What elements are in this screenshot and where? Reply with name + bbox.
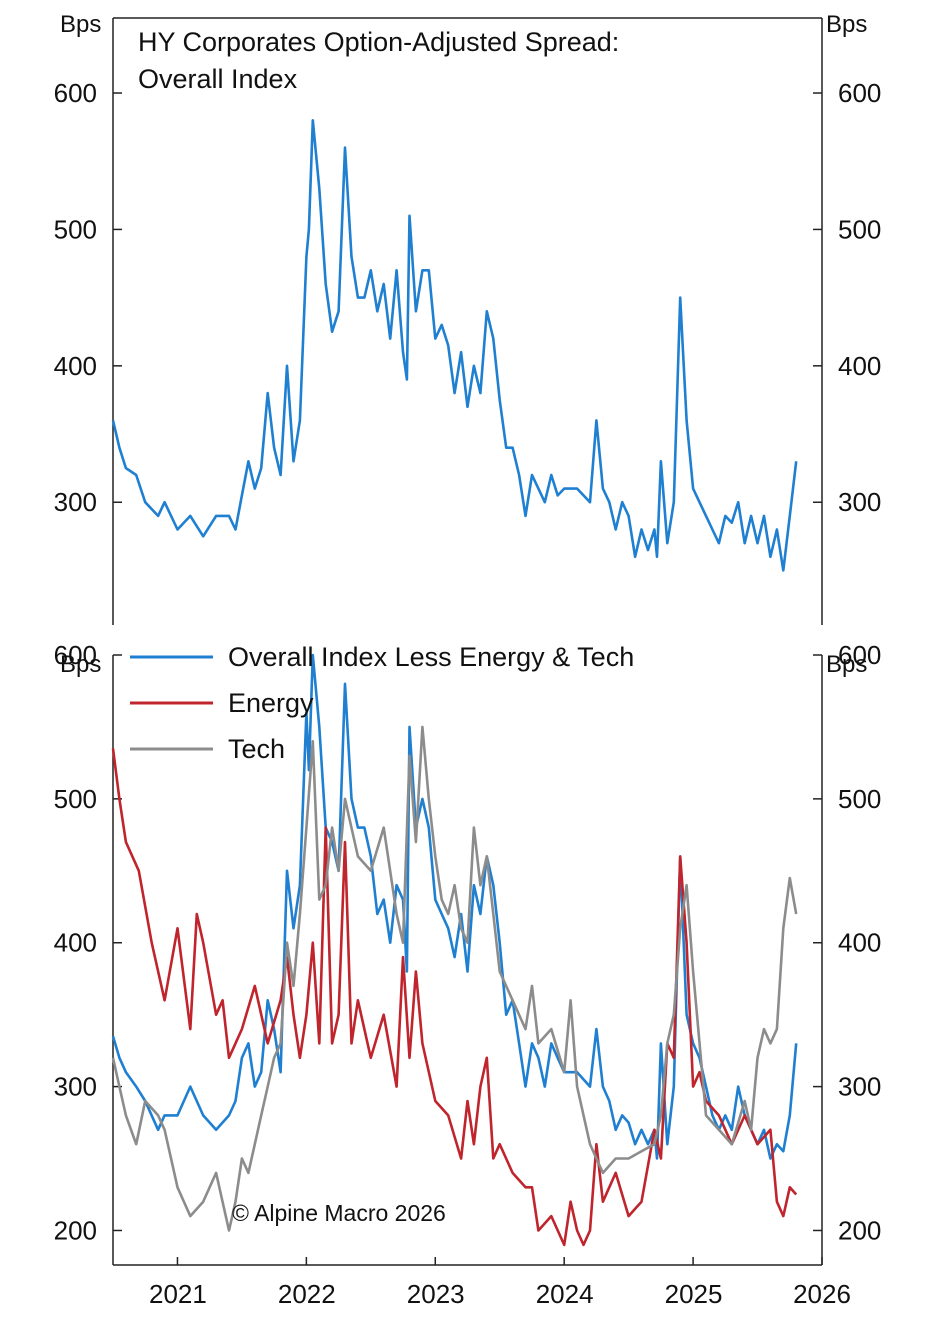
- top-right-unit-label: Bps: [826, 11, 867, 38]
- top-panel: Bps Bps HY Corporates Option-Adjusted Sp…: [54, 11, 882, 625]
- bottom-panel-ticks: 200 200 300 300 400 400 500 500 600 600: [54, 640, 882, 1245]
- x-tick-label: 2024: [536, 1279, 594, 1309]
- x-tick-label: 2026: [793, 1279, 851, 1309]
- copyright-note: © Alpine Macro 2026: [232, 1200, 446, 1226]
- bottom-right-unit-label: Bps: [826, 651, 867, 678]
- y-tick-label-left: 200: [54, 1215, 97, 1245]
- series-line-1-2: [111, 725, 798, 1232]
- y-tick-label-left: 600: [54, 640, 97, 670]
- top-left-unit-label: Bps: [60, 11, 101, 38]
- series-line-1-1: [111, 748, 798, 1247]
- top-panel-ticks: 300 300 400 400 500 500 600 600: [54, 78, 882, 517]
- y-tick-label-left: 300: [54, 1072, 97, 1102]
- legend-label: Overall Index Less Energy & Tech: [228, 642, 634, 672]
- y-tick-label-right: 300: [838, 1072, 881, 1102]
- y-tick-label-left: 300: [54, 487, 97, 517]
- bottom-panel-series: [111, 653, 798, 1247]
- chart-subtitle: Overall Index: [138, 64, 298, 94]
- legend: Overall Index Less Energy & Tech Energy Te…: [130, 642, 634, 764]
- y-tick-label-left: 400: [54, 351, 97, 381]
- legend-label: Tech: [228, 734, 285, 764]
- bottom-panel: Bps Bps 200 200 300 300 400 400 500 500 600 600 2…: [54, 640, 882, 1309]
- x-tick-label: 2021: [149, 1279, 207, 1309]
- y-tick-label-left: 500: [54, 214, 97, 244]
- bottom-left-unit-label: Bps: [60, 651, 101, 678]
- legend-label: Energy: [228, 688, 314, 718]
- y-tick-label-right: 400: [838, 928, 881, 958]
- y-tick-label-right: 300: [838, 487, 881, 517]
- series-line-1-0: [111, 653, 798, 1160]
- y-tick-label-right: 400: [838, 351, 881, 381]
- y-tick-label-right: 500: [838, 784, 881, 814]
- x-axis-ticks: 2021 2022 2023 2024 2025 2026: [149, 1257, 851, 1309]
- chart-title: HY Corporates Option-Adjusted Spread:: [138, 27, 619, 57]
- x-tick-label: 2023: [407, 1279, 465, 1309]
- x-tick-label: 2025: [665, 1279, 723, 1309]
- y-tick-label-right: 500: [838, 214, 881, 244]
- y-tick-label-left: 500: [54, 784, 97, 814]
- y-tick-label-right: 600: [838, 640, 881, 670]
- top-panel-series: [111, 119, 798, 572]
- x-tick-label: 2022: [278, 1279, 336, 1309]
- y-tick-label-left: 400: [54, 928, 97, 958]
- y-tick-label-right: 600: [838, 78, 881, 108]
- series-line-0-0: [111, 119, 798, 572]
- y-tick-label-left: 600: [54, 78, 97, 108]
- y-tick-label-right: 200: [838, 1215, 881, 1245]
